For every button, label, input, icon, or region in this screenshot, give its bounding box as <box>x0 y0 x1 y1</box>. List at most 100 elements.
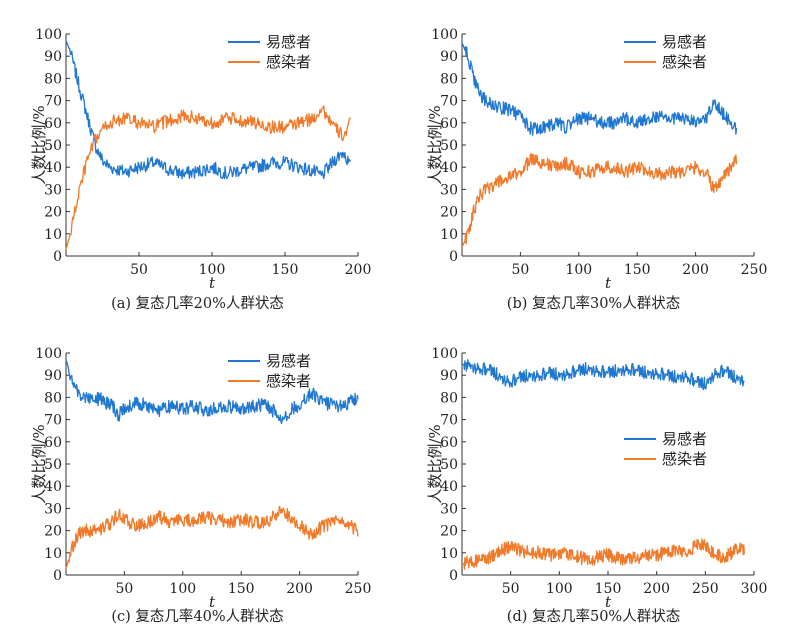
series-line-infected <box>461 538 745 570</box>
x-axis-label: t <box>209 274 216 290</box>
y-tick-label: 0 <box>53 568 62 584</box>
y-tick-label: 10 <box>44 227 62 243</box>
y-tick-label: 70 <box>44 413 62 429</box>
y-tick-label: 90 <box>44 49 62 65</box>
y-tick-label: 50 <box>44 457 62 473</box>
x-tick-label: 50 <box>130 262 148 278</box>
x-tick-label: 100 <box>546 581 573 597</box>
x-tick-label: 300 <box>741 581 768 597</box>
x-tick-label: 250 <box>741 262 768 278</box>
y-tick-label: 50 <box>44 138 62 154</box>
x-tick-label: 200 <box>682 262 709 278</box>
x-tick-label: 150 <box>272 262 299 278</box>
chart-panel-a: 0 10 20 30 40 50 60 70 80 90 100 50 100 150 200 t 人数比例/%… <box>0 0 395 319</box>
y-tick-label: 30 <box>440 182 458 198</box>
series-line-infected <box>65 105 352 250</box>
y-tick-label: 20 <box>440 205 458 221</box>
y-tick-label: 80 <box>440 71 458 87</box>
x-tick-label: 150 <box>595 581 622 597</box>
y-axis-label: 人数比例/% <box>426 424 444 503</box>
x-axis-label: t <box>605 274 612 290</box>
y-tick-label: 80 <box>44 390 62 406</box>
y-tick-label: 90 <box>440 49 458 65</box>
y-tick-label: 70 <box>44 94 62 110</box>
y-axis-label: 人数比例/% <box>426 105 444 184</box>
y-tick-label: 10 <box>440 227 458 243</box>
y-tick-label: 30 <box>44 182 62 198</box>
legend-label: 易感者 <box>662 33 707 51</box>
y-tick-label: 100 <box>431 346 458 362</box>
y-tick-label: 30 <box>440 501 458 517</box>
chart-b: 0 10 20 30 40 50 60 70 80 90 100 50 100 150 200 250 t 人数比… <box>426 27 768 290</box>
y-tick-label: 50 <box>440 138 458 154</box>
y-tick-label: 10 <box>440 546 458 562</box>
chart-panel-d: 0 10 20 30 40 50 60 70 80 90 100 50 100 150 200 250 300 t… <box>396 319 791 638</box>
x-tick-label: 250 <box>692 581 719 597</box>
y-tick-label: 60 <box>440 116 458 132</box>
chart-caption-a: (a) 复态几率20%人群状态 <box>111 296 284 312</box>
series-line-infected <box>461 153 738 248</box>
legend-label: 感染者 <box>266 53 311 71</box>
x-tick-label: 100 <box>199 262 226 278</box>
chart-caption-d: (d) 复态几率50%人群状态 <box>506 609 681 625</box>
y-tick-label: 20 <box>440 524 458 540</box>
x-tick-label: 50 <box>511 262 529 278</box>
y-tick-label: 90 <box>440 368 458 384</box>
x-tick-label: 100 <box>565 262 592 278</box>
chart-d: 0 10 20 30 40 50 60 70 80 90 100 50 100 150 200 250 300 t… <box>426 346 768 609</box>
y-tick-label: 100 <box>35 27 62 43</box>
legend-label: 感染者 <box>662 450 707 468</box>
y-tick-label: 20 <box>44 524 62 540</box>
y-tick-label: 80 <box>44 71 62 87</box>
y-tick-label: 60 <box>440 435 458 451</box>
y-tick-label: 70 <box>440 413 458 429</box>
chart-caption-b: (b) 复态几率30%人群状态 <box>506 296 681 312</box>
x-axis-label: t <box>209 593 216 609</box>
y-tick-label: 0 <box>53 249 62 265</box>
y-tick-label: 90 <box>44 368 62 384</box>
y-tick-label: 40 <box>440 160 458 176</box>
series-line-susceptible <box>461 42 738 136</box>
series-line-susceptible <box>65 40 352 180</box>
x-tick-label: 200 <box>345 262 372 278</box>
legend-label: 感染者 <box>266 372 311 390</box>
chart-c: 0 10 20 30 40 50 60 70 80 90 100 50 100 150 200 250 t 人数比… <box>30 346 372 609</box>
y-tick-label: 40 <box>44 160 62 176</box>
x-tick-label: 200 <box>643 581 670 597</box>
y-tick-label: 50 <box>440 457 458 473</box>
x-tick-label: 200 <box>286 581 313 597</box>
y-tick-label: 40 <box>44 479 62 495</box>
chart-panel-b: 0 10 20 30 40 50 60 70 80 90 100 50 100 150 200 250 t 人数比… <box>396 0 791 319</box>
y-tick-label: 40 <box>440 479 458 495</box>
x-tick-label: 50 <box>115 581 133 597</box>
x-axis-label: t <box>605 593 612 609</box>
legend-label: 易感者 <box>662 430 707 448</box>
y-tick-label: 70 <box>440 94 458 110</box>
series-line-infected <box>65 505 359 569</box>
legend-label: 感染者 <box>662 53 707 71</box>
y-tick-label: 80 <box>440 390 458 406</box>
x-tick-label: 150 <box>228 581 255 597</box>
x-tick-label: 150 <box>624 262 651 278</box>
series-line-susceptible <box>65 359 359 425</box>
y-tick-label: 0 <box>449 568 458 584</box>
chart-panel-c: 0 10 20 30 40 50 60 70 80 90 100 50 100 150 200 250 t 人数比… <box>0 319 395 638</box>
series-line-susceptible <box>461 359 745 391</box>
legend-label: 易感者 <box>266 352 311 370</box>
chart-a: 0 10 20 30 40 50 60 70 80 90 100 50 100 150 200 t 人数比例/%… <box>30 27 372 290</box>
y-tick-label: 20 <box>44 205 62 221</box>
y-tick-label: 60 <box>44 435 62 451</box>
y-tick-label: 100 <box>431 27 458 43</box>
y-axis-label: 人数比例/% <box>30 105 48 184</box>
y-tick-label: 10 <box>44 546 62 562</box>
x-tick-label: 100 <box>169 581 196 597</box>
x-tick-label: 50 <box>502 581 520 597</box>
y-axis-label: 人数比例/% <box>30 424 48 503</box>
chart-caption-c: (c) 复态几率40%人群状态 <box>111 609 284 625</box>
legend-label: 易感者 <box>266 33 311 51</box>
y-tick-label: 60 <box>44 116 62 132</box>
y-tick-label: 0 <box>449 249 458 265</box>
y-tick-label: 100 <box>35 346 62 362</box>
x-tick-label: 250 <box>345 581 372 597</box>
y-tick-label: 30 <box>44 501 62 517</box>
